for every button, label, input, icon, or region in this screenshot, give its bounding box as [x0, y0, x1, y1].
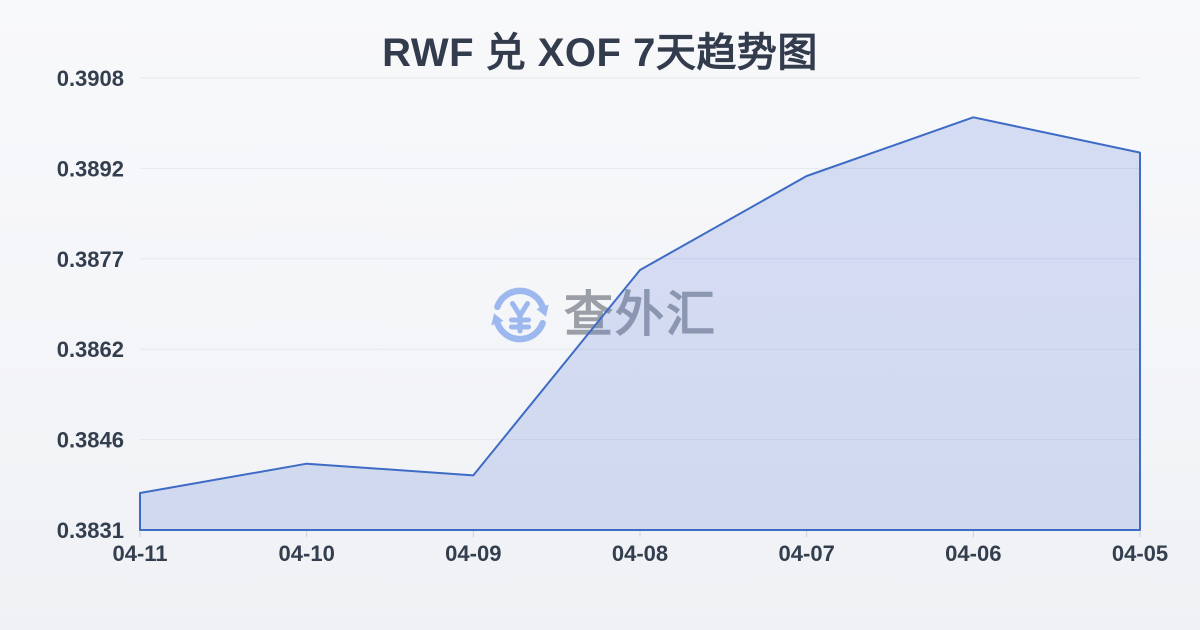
y-axis-label: 0.3831	[57, 518, 124, 543]
y-axis-label: 0.3892	[57, 156, 124, 181]
x-axis-label: 04-07	[779, 541, 835, 566]
chart-title: RWF 兑 XOF 7天趋势图	[382, 31, 818, 75]
area-series	[139, 116, 1141, 531]
x-axis-label: 04-09	[445, 541, 501, 566]
y-axis-label: 0.3908	[57, 66, 124, 91]
y-axis-label: 0.3862	[57, 337, 124, 362]
yen-glyph	[509, 301, 531, 334]
x-axis-label: 04-11	[112, 541, 167, 566]
x-axis-label: 04-10	[279, 541, 335, 566]
currency-exchange-icon	[491, 287, 549, 343]
x-axis-label: 04-08	[612, 541, 668, 566]
y-axis-label: 0.3877	[57, 247, 124, 272]
y-axis-label: 0.3846	[57, 428, 124, 453]
x-axis-label: 04-06	[945, 541, 1001, 566]
x-axis-label: 04-05	[1112, 541, 1168, 566]
